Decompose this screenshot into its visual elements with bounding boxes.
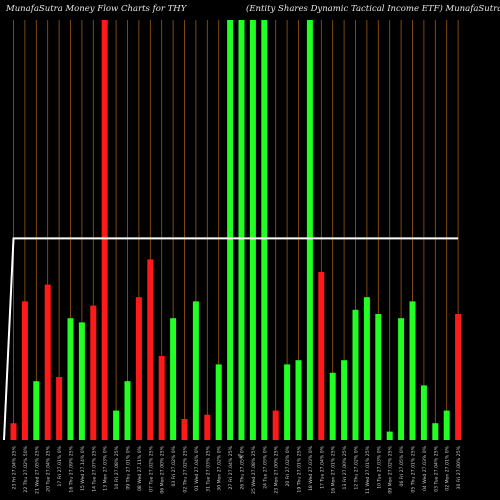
x-tick-label: 30 Fri 27.00% 25%: [456, 445, 462, 489]
bar: [135, 297, 142, 440]
bar: [249, 20, 256, 440]
x-tick-label: 13 Mon 27.03% 0%: [103, 445, 109, 490]
x-tick-label: 05 Thu 27.01% 25%: [411, 445, 417, 492]
x-tick-label: 12 Thu 27.02% 0%: [354, 445, 360, 489]
center-mark: %: [238, 454, 243, 460]
x-tick-label: 18 Wed 27.03% 0%: [308, 445, 314, 491]
x-tick-label: 20 Tue 27.04% 25%: [46, 445, 52, 491]
bar: [261, 20, 268, 440]
bar: [341, 360, 348, 440]
bar: [33, 381, 40, 440]
x-tick-label: 26 Thu 27.05% 0%: [240, 445, 246, 489]
bar: [318, 272, 325, 440]
bar: [192, 301, 199, 440]
bar: [398, 318, 405, 440]
x-tick-label: 23 Fri 27.04% 25%: [12, 445, 18, 489]
x-tick-label: 08 Wed 27.11% 0%: [137, 445, 143, 491]
bar: [78, 322, 85, 440]
bar: [204, 414, 211, 440]
x-tick-label: 02 Mon 27.01% 0%: [445, 445, 451, 490]
bar: [272, 410, 279, 440]
x-tick-label: 27 Fri 27.04% 25%: [228, 445, 234, 489]
bar: [375, 314, 382, 440]
bar: [443, 410, 450, 440]
bar: [44, 284, 51, 440]
x-tick-label: 01 Wed 27.04% 0%: [194, 445, 200, 491]
x-tick-label: 17 Tue 27.04% 0%: [319, 445, 325, 489]
x-tick-label: 20 Fri 27.02% 0%: [285, 445, 291, 486]
x-tick-label: 22 Thu 27.02% 50%: [23, 445, 29, 492]
x-tick-label: 10 Tue 27.03% 0%: [376, 445, 382, 489]
x-tick-label: 02 Thu 27.02% 25%: [183, 445, 189, 492]
bar: [56, 377, 63, 440]
bar: [67, 318, 74, 440]
bar: [284, 364, 291, 440]
bar: [352, 309, 359, 440]
bar: [124, 381, 131, 440]
x-tick-label: 06 Fri 27.05% 0%: [399, 445, 405, 486]
x-tick-label: 10 Fri 27.08% 25%: [114, 445, 120, 489]
bar: [329, 372, 336, 440]
x-tick-label: 15 Wed 27.14% 0%: [80, 445, 86, 491]
chart-title: MunafaSutra Money Flow Charts for THY: [6, 4, 187, 14]
bar: [238, 20, 245, 440]
x-tick-label: 16 Thu 27.09% 25%: [69, 445, 75, 492]
x-tick-label: 24 Tue 27.05% 0%: [262, 445, 268, 489]
bars: [10, 20, 462, 440]
x-tick-label: 23 Mon 27.00% 25%: [274, 445, 280, 493]
bar: [101, 20, 108, 440]
bar: [181, 419, 188, 440]
bar: [386, 431, 393, 440]
chart-subtitle: (Entity Shares Dynamic Tactical Income E…: [246, 4, 500, 14]
x-tick-label: 16 Mon 27.01% 25%: [331, 445, 337, 493]
bar: [147, 259, 154, 440]
bar: [432, 423, 439, 440]
x-tick-label: 04 Wed 27.03% 0%: [422, 445, 428, 491]
x-tick-label: 09 Thu 27.01% 0%: [126, 445, 132, 489]
bar: [90, 305, 97, 440]
x-tick-label: 25 Wed 27.08% 25%: [251, 445, 257, 494]
x-tick-label: 17 Fri 27.01% 0%: [57, 445, 63, 486]
money-flow-line: [3, 237, 459, 441]
bar: [306, 20, 313, 440]
x-tick-label: 14 Tue 27.07% 25%: [91, 445, 97, 491]
bar: [227, 20, 234, 440]
x-tick-label: 30 Mon 27.02% 0%: [217, 445, 223, 490]
bar: [113, 410, 120, 440]
x-tick-label: 03 Fri 27.02% 0%: [171, 445, 177, 486]
bar: [10, 423, 17, 440]
x-tick-label: 11 Wed 27.01% 25%: [365, 445, 371, 494]
bar: [455, 314, 462, 440]
x-tick-label: 07 Tue 27.02% 25%: [148, 445, 154, 491]
bar: [363, 297, 370, 440]
bar: [158, 356, 165, 440]
x-tick-label: 06 Mon 27.00% 25%: [160, 445, 166, 493]
x-tick-label: 19 Thu 27.01% 25%: [297, 445, 303, 492]
x-tick-label: 09 Mon 27.02% 25%: [388, 445, 394, 493]
bar: [170, 318, 177, 440]
tick-labels: 23 Fri 27.04% 25% 22 Thu 27.02% 50% 21 Wed…: [12, 445, 463, 494]
bar: [420, 385, 427, 440]
x-tick-label: 21 Wed 27.05% 25%: [34, 445, 40, 494]
x-tick-label: 03 Tue 27.04% 25%: [433, 445, 439, 491]
x-tick-label: 13 Fri 27.00% 25%: [342, 445, 348, 489]
bar: [215, 364, 222, 440]
bar: [409, 301, 416, 440]
bar: [295, 360, 302, 440]
x-tick-label: 31 Tue 27.03% 25%: [205, 445, 211, 491]
bar: [21, 301, 28, 440]
